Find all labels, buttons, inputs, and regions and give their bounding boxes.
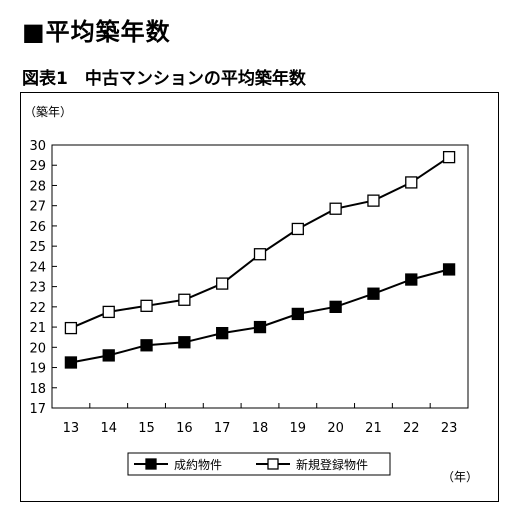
x-tick-label: 21	[365, 421, 382, 436]
data-point-series-2	[64, 321, 78, 335]
data-point-series-1	[178, 336, 191, 349]
data-point-series-1	[405, 273, 418, 286]
x-tick-label: 22	[403, 421, 420, 436]
series-line-1	[70, 268, 450, 364]
chart-frame	[20, 92, 499, 502]
data-point-series-2	[102, 305, 115, 319]
data-point-series-1	[367, 287, 380, 300]
legend-label-2: 新規登録物件	[296, 457, 368, 472]
series-line-2	[70, 156, 450, 330]
y-tick-label: 30	[29, 139, 46, 154]
x-tick-label: 14	[100, 421, 117, 436]
y-tick-label: 24	[29, 260, 46, 275]
y-tick-label: 27	[29, 200, 46, 215]
y-axis-unit-label: （築年）	[24, 104, 72, 119]
x-tick-label: 20	[327, 421, 344, 436]
data-point-series-1	[442, 263, 456, 276]
data-point-series-2	[442, 150, 456, 164]
legend-marker-2	[267, 458, 279, 470]
data-point-series-1	[216, 326, 229, 340]
y-tick-label: 28	[29, 179, 46, 194]
x-tick-label: 16	[176, 421, 193, 436]
data-point-series-1	[140, 339, 153, 352]
legend-marker-1	[145, 458, 157, 470]
y-tick-label: 18	[29, 382, 46, 397]
data-point-series-2	[367, 194, 380, 207]
y-tick-label: 29	[29, 159, 46, 174]
data-point-series-1	[253, 320, 267, 334]
plot-area-border	[51, 144, 469, 409]
data-point-series-2	[178, 293, 191, 306]
data-point-series-1	[64, 356, 78, 369]
y-tick-label: 17	[29, 402, 46, 417]
x-tick-label: 23	[441, 421, 458, 436]
data-point-series-1	[291, 307, 304, 321]
data-point-series-2	[291, 222, 304, 236]
figure-title: 図表1 中古マンションの平均築年数	[22, 69, 306, 89]
y-tick-label: 20	[29, 341, 46, 356]
data-point-series-2	[216, 277, 229, 290]
x-axis-unit-label: （年）	[442, 470, 478, 484]
x-tick-label: 13	[63, 421, 80, 436]
section-heading: ■平均築年数	[22, 18, 171, 46]
x-tick-label: 15	[138, 421, 155, 436]
x-tick-label: 17	[214, 421, 231, 436]
data-point-series-2	[405, 176, 418, 189]
x-tick-label: 18	[252, 421, 269, 436]
data-point-series-2	[253, 248, 267, 261]
legend-label-1: 成約物件	[174, 457, 222, 472]
data-point-series-2	[140, 299, 153, 312]
data-point-series-1	[102, 349, 115, 362]
y-tick-label: 22	[29, 301, 46, 316]
y-tick-label: 21	[29, 321, 46, 336]
x-tick-label: 19	[290, 421, 307, 436]
y-tick-label: 19	[29, 362, 46, 377]
y-tick-label: 23	[29, 281, 46, 296]
data-point-series-1	[329, 300, 342, 313]
data-point-series-2	[329, 202, 342, 215]
y-tick-label: 25	[29, 240, 46, 255]
y-tick-label: 26	[29, 220, 46, 235]
